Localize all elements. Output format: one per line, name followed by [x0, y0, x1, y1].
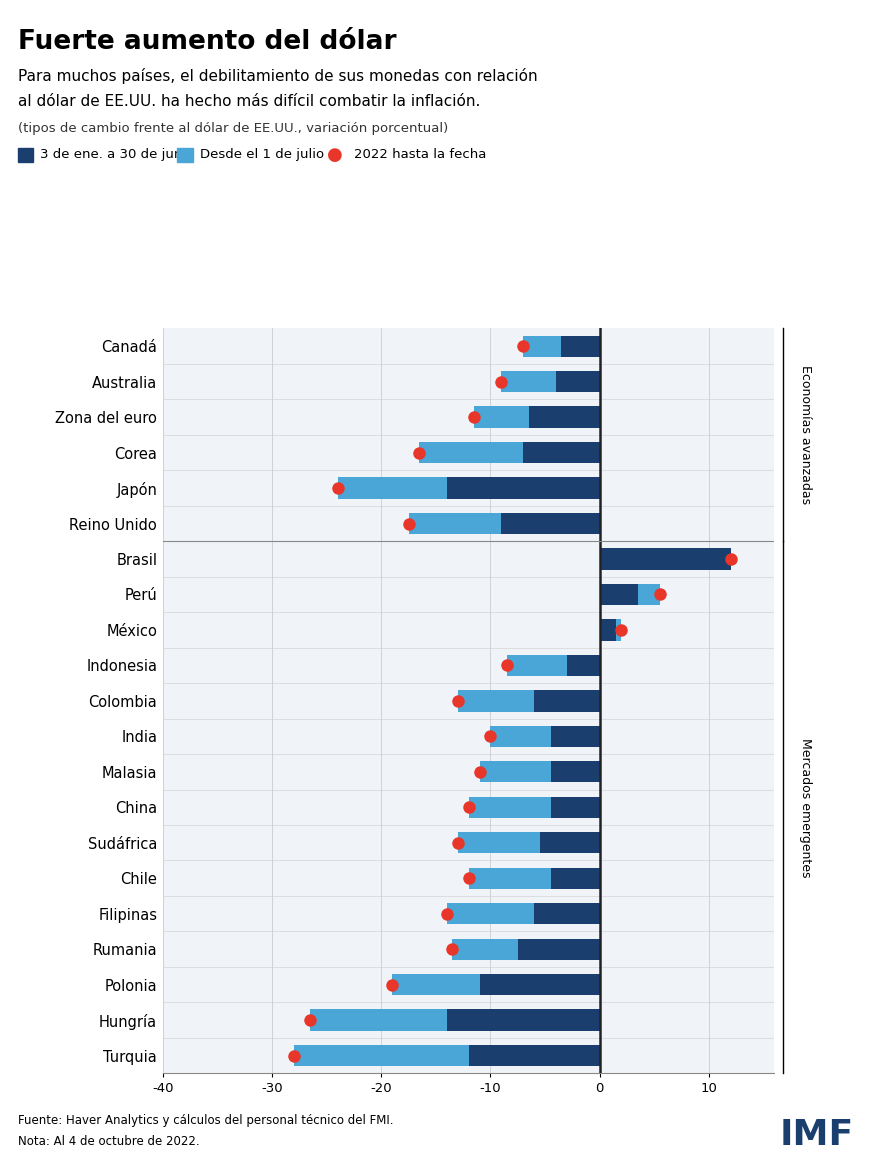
Bar	[551, 868, 599, 889]
Bar	[551, 726, 599, 747]
Bar	[468, 1045, 599, 1066]
Bar	[294, 1045, 468, 1066]
Bar	[561, 335, 599, 357]
Bar	[458, 832, 539, 854]
Bar	[524, 335, 561, 357]
Bar	[408, 513, 502, 534]
Bar	[452, 938, 517, 960]
Bar	[502, 513, 599, 534]
Bar	[638, 584, 660, 605]
Bar	[534, 690, 599, 712]
Bar	[420, 442, 524, 463]
Text: Economías avanzadas: Economías avanzadas	[799, 365, 811, 504]
Bar	[447, 903, 534, 924]
Text: Desde el 1 de julio: Desde el 1 de julio	[200, 148, 324, 162]
Bar	[529, 407, 599, 428]
Text: Fuerte aumento del dólar: Fuerte aumento del dólar	[18, 29, 396, 55]
Bar	[447, 1010, 599, 1031]
Text: Mercados emergentes: Mercados emergentes	[799, 738, 811, 877]
Bar	[616, 619, 621, 640]
Bar	[474, 407, 529, 428]
Text: al dólar de EE.UU. ha hecho más difícil combatir la inflación.: al dólar de EE.UU. ha hecho más difícil …	[18, 94, 480, 109]
Bar	[311, 1010, 447, 1031]
Text: 2022 hasta la fecha: 2022 hasta la fecha	[354, 148, 486, 162]
Bar	[480, 974, 599, 995]
Bar	[392, 974, 480, 995]
Bar	[507, 655, 567, 676]
Bar	[490, 726, 551, 747]
Bar	[338, 477, 447, 499]
Bar	[447, 477, 599, 499]
Bar	[551, 796, 599, 818]
Bar	[524, 442, 599, 463]
Bar	[468, 796, 551, 818]
Bar	[517, 938, 599, 960]
Bar	[502, 371, 556, 392]
Text: (tipos de cambio frente al dólar de EE.UU., variación porcentual): (tipos de cambio frente al dólar de EE.U…	[18, 122, 448, 135]
Bar	[551, 761, 599, 782]
Text: 3 de ene. a 30 de jun.: 3 de ene. a 30 de jun.	[40, 148, 187, 162]
Bar	[556, 371, 599, 392]
Bar	[539, 832, 599, 854]
Text: Nota: Al 4 de octubre de 2022.: Nota: Al 4 de octubre de 2022.	[18, 1135, 199, 1148]
Text: Fuente: Haver Analytics y cálculos del personal técnico del FMI.: Fuente: Haver Analytics y cálculos del p…	[18, 1114, 393, 1127]
Bar	[599, 548, 730, 570]
Bar	[599, 584, 638, 605]
Bar	[458, 690, 534, 712]
Bar	[468, 868, 551, 889]
Bar	[534, 903, 599, 924]
Text: Para muchos países, el debilitamiento de sus monedas con relación: Para muchos países, el debilitamiento de…	[18, 68, 537, 84]
Bar	[480, 761, 551, 782]
Text: IMF: IMF	[780, 1118, 854, 1152]
Bar	[567, 655, 599, 676]
Bar	[599, 619, 616, 640]
Text: ●: ●	[327, 145, 343, 164]
